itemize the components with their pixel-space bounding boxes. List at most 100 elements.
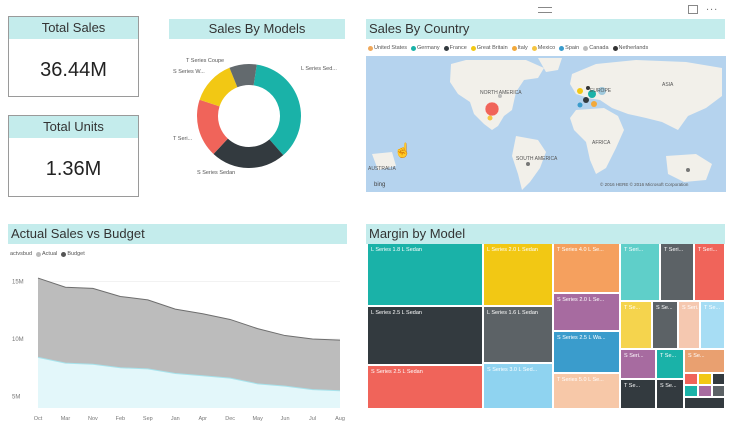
- treemap-cell[interactable]: S Series 2.5 L Sedan: [368, 366, 482, 408]
- donut-label-s-w: S Series W...: [173, 69, 205, 75]
- world-map[interactable]: NORTH AMERICA EUROPE ASIA AFRICA SOUTH A…: [366, 56, 726, 192]
- x-tick-label: Jan: [171, 416, 180, 422]
- treemap-cell[interactable]: S Se...: [657, 380, 683, 408]
- bubble-mexico[interactable]: [487, 115, 493, 121]
- treemap-small-cell[interactable]: [699, 374, 711, 384]
- country-legend-item-6: Spain: [559, 45, 579, 51]
- sales-by-models-title: Sales By Models: [169, 19, 345, 39]
- bubble-italy[interactable]: [591, 101, 597, 107]
- x-tick-label: Dec: [225, 416, 235, 422]
- total-units-card[interactable]: Total Units 1.36M: [8, 115, 139, 197]
- treemap-cell[interactable]: T Series 5.0 L Se...: [554, 374, 619, 408]
- treemap-cell-label: S Se...: [688, 353, 705, 359]
- treemap-small-cell[interactable]: [685, 386, 697, 396]
- treemap-cell[interactable]: S Seri...: [621, 350, 655, 378]
- focus-mode-icon[interactable]: [688, 5, 698, 14]
- map-label-europe: EUROPE: [590, 88, 612, 94]
- country-legend-item-7: Canada: [583, 45, 609, 51]
- treemap-cell-label: T Series 4.0 L Se...: [557, 247, 604, 253]
- window-controls: ...: [520, 1, 730, 18]
- treemap-cell-label: S Series 2.5 L Wa...: [557, 335, 606, 341]
- treemap-small-cell[interactable]: [713, 386, 724, 396]
- treemap-cell-label: S Se...: [656, 305, 673, 311]
- treemap-cell-label: S Series 2.5 L Sedan: [371, 369, 423, 375]
- treemap-small-cell[interactable]: [685, 398, 724, 408]
- treemap-cell[interactable]: S Se...: [685, 350, 724, 372]
- treemap-cell-label: L Series 1.6 L Sedan: [487, 310, 538, 316]
- treemap-cell[interactable]: L Series 1.8 L Sedan: [368, 244, 482, 305]
- more-options-icon[interactable]: ...: [706, 1, 719, 13]
- bubble-australia[interactable]: [686, 168, 690, 172]
- actual-area[interactable]: [38, 357, 340, 408]
- bubble-south-america[interactable]: [526, 162, 530, 166]
- map-svg: NORTH AMERICA EUROPE ASIA AFRICA SOUTH A…: [368, 58, 722, 190]
- x-tick-label: Apr: [198, 416, 207, 422]
- donut-slice-3[interactable]: [199, 67, 238, 107]
- x-tick-label: Feb: [116, 416, 125, 422]
- map-label-asia: ASIA: [662, 82, 674, 88]
- treemap-cell[interactable]: T Seri...: [661, 244, 693, 300]
- bubble-spain[interactable]: [577, 102, 583, 108]
- donut-slice-2[interactable]: [197, 99, 228, 154]
- bubble-netherlands[interactable]: [586, 86, 590, 90]
- map-label-australia: AUSTRALIA: [368, 166, 396, 172]
- bubble-us[interactable]: [484, 101, 500, 117]
- treemap-cell[interactable]: T Se...: [701, 302, 724, 348]
- bubble-britain[interactable]: [577, 88, 583, 94]
- treemap-small-cell[interactable]: [713, 374, 724, 384]
- treemap-cell[interactable]: L Series 1.6 L Sedan: [484, 307, 552, 362]
- treemap-cell[interactable]: T Se...: [621, 302, 651, 348]
- treemap-cell-label: T Series 5.0 L Se...: [557, 377, 604, 383]
- bubble-europe-extra[interactable]: [598, 87, 606, 95]
- treemap-cell[interactable]: S Se...: [653, 302, 677, 348]
- treemap-cell-label: T Se...: [660, 353, 677, 359]
- donut-slice-4[interactable]: [229, 64, 257, 88]
- treemap-cell[interactable]: T Se...: [621, 380, 655, 408]
- map-label-north-america: NORTH AMERICA: [480, 90, 522, 96]
- bubble-germany[interactable]: [588, 90, 596, 98]
- map-copyright: © 2016 HERE © 2016 Microsoft Corporation: [600, 181, 689, 187]
- treemap-cell-label: L Series 1.8 L Sedan: [371, 247, 422, 253]
- country-legend: United States Germany France Great Britain I…: [368, 43, 726, 53]
- country-legend-item-2: France: [443, 45, 467, 51]
- legend-budget: Budget: [61, 251, 85, 257]
- treemap-cell[interactable]: L Series 2.0 L Sedan: [484, 244, 552, 305]
- x-tick-label: Mar: [61, 416, 71, 422]
- treemap-cell-label: T Se...: [624, 383, 641, 389]
- treemap-small-cell[interactable]: [699, 386, 711, 396]
- treemap-cell-label: T Seri...: [664, 247, 684, 253]
- treemap-small-cell[interactable]: [685, 374, 697, 384]
- treemap-cell[interactable]: T Seri...: [695, 244, 724, 300]
- legend-actual: Actual: [36, 251, 57, 257]
- margin-treemap[interactable]: L Series 1.8 L Sedan L Series 2.5 L Sedan…: [368, 244, 724, 408]
- bubble-canada[interactable]: [498, 94, 502, 98]
- treemap-cell[interactable]: T Seri...: [621, 244, 659, 300]
- bing-logo: bing: [374, 182, 385, 188]
- country-legend-item-4: Italy: [511, 45, 528, 51]
- total-sales-title: Total Sales: [9, 17, 138, 39]
- donut-slice-0[interactable]: [253, 64, 301, 156]
- budget-svg: 15M 10M 5M Oct Mar Nov Feb Sep Jan Apr Dec May Jun Ju…: [12, 277, 345, 422]
- treemap-cell[interactable]: S Series 3.0 L Sed...: [484, 364, 552, 408]
- x-tick-label: Sep: [143, 416, 153, 422]
- sales-by-models-chart[interactable]: T Series Coupe S Series W... L Series Se…: [169, 40, 349, 190]
- donut-label-s-sedan: S Series Sedan: [197, 170, 235, 176]
- budget-chart[interactable]: 15M 10M 5M Oct Mar Nov Feb Sep Jan Apr Dec May Jun Ju…: [8, 260, 348, 430]
- treemap-cell[interactable]: S Seri...: [679, 302, 699, 348]
- bubble-france[interactable]: [583, 97, 589, 103]
- x-tick-label: Aug: [335, 416, 345, 422]
- treemap-cell[interactable]: L Series 2.5 L Sedan: [368, 307, 482, 364]
- treemap-cell[interactable]: S Series 2.0 L Se...: [554, 294, 619, 330]
- x-tick-label: May: [252, 416, 263, 422]
- budget-line: [37, 277, 341, 341]
- hamburger-icon[interactable]: [538, 7, 552, 13]
- treemap-cell[interactable]: T Series 4.0 L Se...: [554, 244, 619, 292]
- margin-title: Margin by Model: [366, 224, 725, 244]
- donut-slice-1[interactable]: [213, 138, 284, 168]
- total-sales-card[interactable]: Total Sales 36.44M: [8, 16, 139, 97]
- donut-label-t-coupe: T Series Coupe: [186, 58, 224, 64]
- treemap-cell[interactable]: T Se...: [657, 350, 683, 378]
- treemap-cell[interactable]: S Series 2.5 L Wa...: [554, 332, 619, 372]
- treemap-cell-label: T Se...: [704, 305, 721, 311]
- country-legend-item-5: Mexico: [531, 45, 555, 51]
